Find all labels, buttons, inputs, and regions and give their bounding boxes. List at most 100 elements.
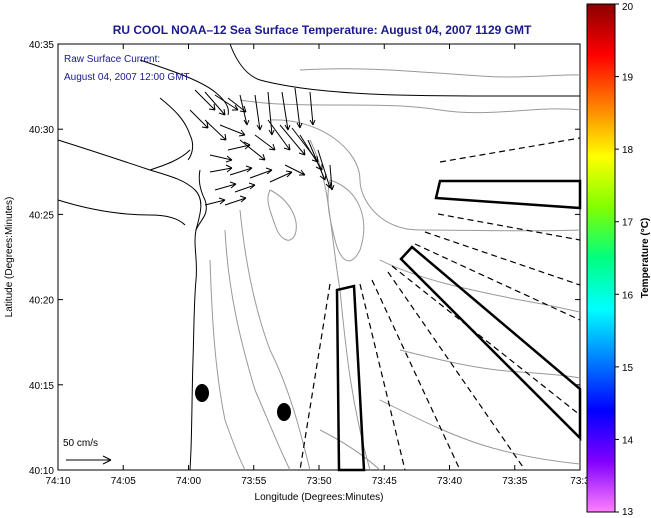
current-vector	[328, 164, 335, 191]
radar-radials	[299, 137, 581, 471]
bathymetry-contours	[209, 68, 581, 471]
radar-radial	[424, 231, 581, 286]
coastline-staten-island	[139, 59, 229, 116]
current-vector	[204, 197, 226, 206]
current-vector	[249, 167, 273, 179]
radar-radial	[414, 243, 581, 321]
current-vector	[281, 91, 291, 131]
radar-radial	[387, 271, 526, 471]
map-panel: Raw Surface Current: August 04, 2007 12:…	[57, 43, 582, 472]
current-label-line1: Raw Surface Current:	[64, 54, 160, 65]
current-vector	[239, 94, 250, 126]
current-vector	[267, 119, 291, 151]
current-vector	[194, 89, 216, 111]
current-label-line2: August 04, 2007 12:00 GMT	[64, 72, 190, 83]
bathymetry-contour-11	[319, 429, 381, 471]
current-vector	[227, 141, 251, 151]
radar-radial	[299, 283, 331, 471]
y-tick-label: 40:20	[29, 296, 54, 307]
current-vector	[189, 109, 209, 129]
colorbar-tick-label: 16	[622, 290, 634, 301]
x-tick-label: 73:50	[306, 476, 331, 487]
figure-title: RU COOL NOAA–12 Sea Surface Temperature:…	[113, 23, 532, 37]
coastline-long-island	[229, 43, 580, 97]
radar-radial	[359, 283, 406, 471]
x-tick-label: 74:05	[111, 476, 136, 487]
colorbar-tick-label: 19	[622, 73, 634, 84]
current-vector	[214, 181, 237, 191]
x-tick-label: 74:10	[45, 476, 70, 487]
radar-wedge-east	[434, 179, 582, 210]
surface-current-vectors	[189, 87, 335, 206]
radar-radial	[371, 279, 461, 471]
y-tick-label: 40:35	[29, 40, 54, 51]
map-frame	[57, 43, 581, 471]
coastline	[57, 43, 580, 471]
current-vector	[294, 87, 303, 129]
station-dot-east	[277, 403, 291, 421]
y-tick-label: 40:25	[29, 210, 54, 221]
bathymetry-contour-5	[239, 209, 311, 471]
current-vector	[254, 94, 263, 131]
coastline-harbor	[159, 97, 194, 161]
bathymetry-contour-7	[209, 259, 246, 471]
x-tick-label: 74:00	[176, 476, 201, 487]
x-tick-label: 73:45	[372, 476, 397, 487]
colorbar-gradient	[586, 3, 616, 513]
current-vector	[254, 134, 276, 151]
y-axis: 40:35 40:30 40:25 40:20 40:15 40:10 Latitude …	[4, 40, 580, 477]
radar-radial	[437, 213, 581, 241]
colorbar-tick-label: 18	[622, 145, 634, 156]
current-vector	[309, 91, 316, 126]
current-vector	[239, 139, 266, 161]
colorbar: 20 19 18 17 16 15 14 13 Temperature (°C)	[586, 2, 651, 518]
y-tick-label: 40:30	[29, 125, 54, 136]
x-tick-label: 73:3	[570, 476, 590, 487]
y-axis-label: Latitude (Degrees:Minutes)	[4, 197, 15, 318]
current-vector	[284, 164, 306, 176]
radar-wedges	[335, 179, 582, 472]
current-vector	[229, 165, 253, 176]
radar-wedge-southeast	[399, 245, 582, 442]
scale-arrow	[66, 455, 112, 465]
colorbar-tick-label: 20	[622, 2, 634, 13]
current-vector	[269, 170, 293, 183]
y-tick-label: 40:15	[29, 381, 54, 392]
colorbar-tick-label: 17	[622, 218, 634, 229]
colorbar-tick-label: 13	[622, 507, 634, 518]
current-vector	[209, 164, 233, 173]
coastline-river	[57, 199, 186, 226]
bathymetry-contour-13	[327, 179, 365, 262]
bathymetry-contour-8	[379, 259, 581, 313]
x-axis: 74:10 74:05 74:00 73:55 73:50 73:45 73:40 73:35…	[45, 44, 590, 503]
coastline-sandy-hook	[195, 169, 207, 231]
coastline-new-jersey	[57, 139, 202, 471]
x-axis-label: Longitude (Degrees:Minutes)	[255, 492, 384, 503]
y-tick-label: 40:10	[29, 466, 54, 477]
current-vector	[214, 94, 239, 111]
current-vector	[209, 154, 233, 163]
bathymetry-contour-3	[269, 119, 581, 232]
current-vector	[204, 91, 226, 116]
x-tick-label: 73:35	[502, 476, 527, 487]
radar-wedge-south	[335, 284, 366, 472]
bathymetry-contour-10	[379, 399, 581, 465]
current-vector	[204, 119, 227, 141]
station-dot-west	[195, 384, 209, 402]
current-vector	[234, 182, 256, 193]
x-tick-label: 73:55	[241, 476, 266, 487]
bathymetry-contour-1	[239, 99, 581, 114]
current-vector	[279, 124, 306, 156]
radar-radial	[439, 137, 581, 163]
coastline-inner-bay	[149, 149, 191, 171]
colorbar-tick-label: 15	[622, 363, 634, 374]
bathymetry-contour-12	[267, 189, 297, 241]
colorbar-tick-label: 14	[622, 435, 634, 446]
x-tick-label: 73:40	[437, 476, 462, 487]
bathymetry-contour-2	[299, 68, 581, 78]
bathymetry-contour-6	[224, 229, 291, 471]
current-vector	[267, 91, 275, 136]
colorbar-label: Temperature (°C)	[640, 218, 651, 299]
current-vector	[224, 195, 247, 206]
